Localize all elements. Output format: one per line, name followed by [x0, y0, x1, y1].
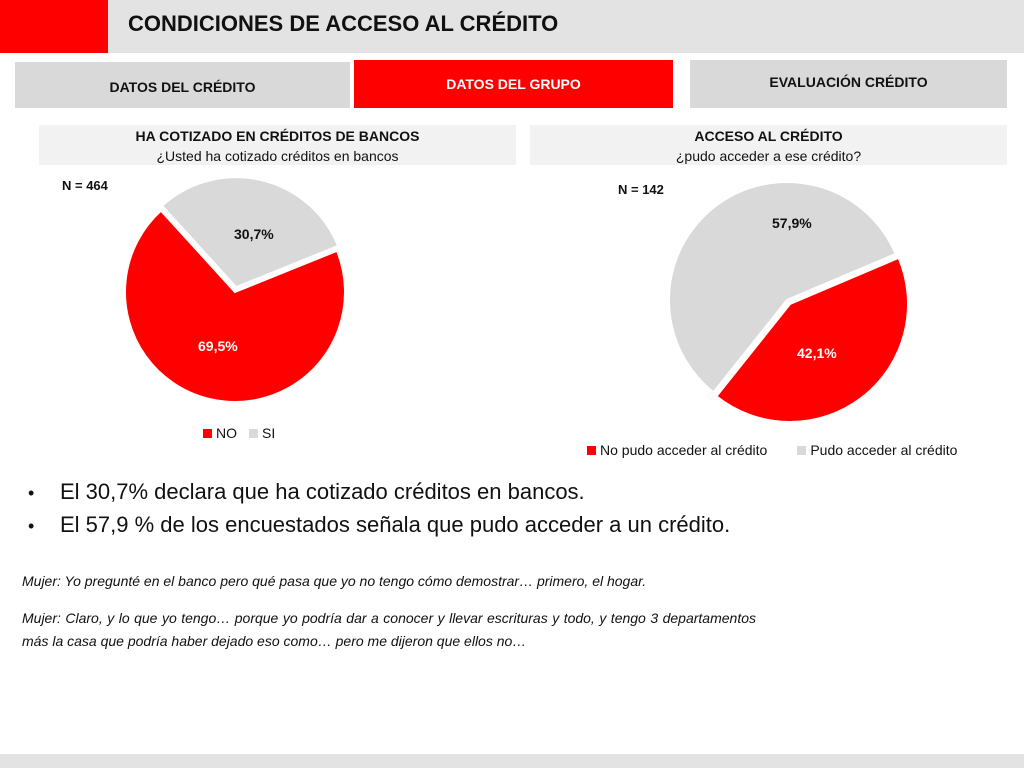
footer-bar [0, 754, 1024, 768]
legend-item-pudo: Pudo acceder al crédito [810, 442, 958, 458]
tab-datos-del-credito[interactable]: DATOS DEL CRÉDITO [15, 62, 350, 108]
bullet-text: El 30,7% declara que ha cotizado crédito… [60, 479, 585, 504]
legend-swatch-no-pudo [587, 445, 596, 455]
tab-evaluacion-credito[interactable]: EVALUACIÓN CRÉDITO [690, 60, 1007, 108]
bullet-item: • El 57,9 % de los encuestados señala que… [28, 509, 730, 542]
chart2-title: ACCESO AL CRÉDITO [694, 128, 843, 144]
chart2-slice-label-no-pudo: 42,1% [797, 345, 837, 361]
pie-chart-acceso [668, 181, 909, 423]
pie-slice-pudo-acceder-al-cr-dito [668, 181, 897, 394]
tab-datos-del-grupo[interactable]: DATOS DEL GRUPO [354, 60, 673, 108]
legend-item-no-pudo: No pudo acceder al crédito [600, 442, 768, 458]
legend-swatch-si [249, 428, 258, 438]
pie-slice-no-pudo-acceder-al-cr-dito [715, 256, 909, 423]
chart2-subtitle: ¿pudo acceder a ese crédito? [675, 148, 862, 164]
chart1-question-box: HA COTIZADO EN CRÉDITOS DE BANCOS ¿Usted… [39, 125, 516, 165]
bullet-item: • El 30,7% declara que ha cotizado crédit… [28, 476, 730, 509]
legend-swatch-no [203, 428, 212, 438]
chart2-question-box: ACCESO AL CRÉDITO ¿pudo acceder a ese cr… [530, 125, 1007, 165]
chart1-subtitle: ¿Usted ha cotizado créditos en bancos [156, 148, 399, 164]
chart2-legend: No pudo acceder al crédito Pudo acceder … [587, 442, 957, 458]
header-accent-block [0, 0, 108, 53]
chart1-slice-label-si: 30,7% [234, 226, 274, 242]
legend-swatch-pudo [797, 445, 807, 455]
chart1-n-label: N = 464 [62, 178, 108, 193]
summary-bullets: • El 30,7% declara que ha cotizado crédit… [28, 476, 730, 542]
bullet-dot-icon: • [28, 483, 35, 503]
bullet-dot-icon: • [28, 516, 35, 536]
chart1-legend: NO SI [203, 425, 275, 441]
tab-label: DATOS DEL CRÉDITO [109, 79, 256, 95]
quote-2: Mujer: Claro, y lo que yo tengo… porque … [22, 610, 756, 649]
tab-label: EVALUACIÓN CRÉDITO [769, 74, 928, 90]
chart1-title: HA COTIZADO EN CRÉDITOS DE BANCOS [135, 128, 420, 144]
pie-chart-cotizado [124, 176, 346, 403]
quote-1: Mujer: Yo pregunté en el banco pero qué … [22, 573, 647, 589]
header-bar [0, 0, 1024, 53]
pie-slice-no [124, 209, 346, 403]
chart2-n-label: N = 142 [618, 182, 664, 197]
legend-item-no: NO [216, 425, 237, 441]
legend-item-si: SI [262, 425, 276, 441]
chart1-slice-label-no: 69,5% [198, 338, 238, 354]
bullet-text: El 57,9 % de los encuestados señala que … [60, 512, 731, 537]
tab-label: DATOS DEL GRUPO [446, 76, 581, 92]
chart2-slice-label-pudo: 57,9% [772, 215, 812, 231]
page-title: CONDICIONES DE ACCESO AL CRÉDITO [128, 11, 559, 36]
pie-slice-si [160, 176, 340, 289]
